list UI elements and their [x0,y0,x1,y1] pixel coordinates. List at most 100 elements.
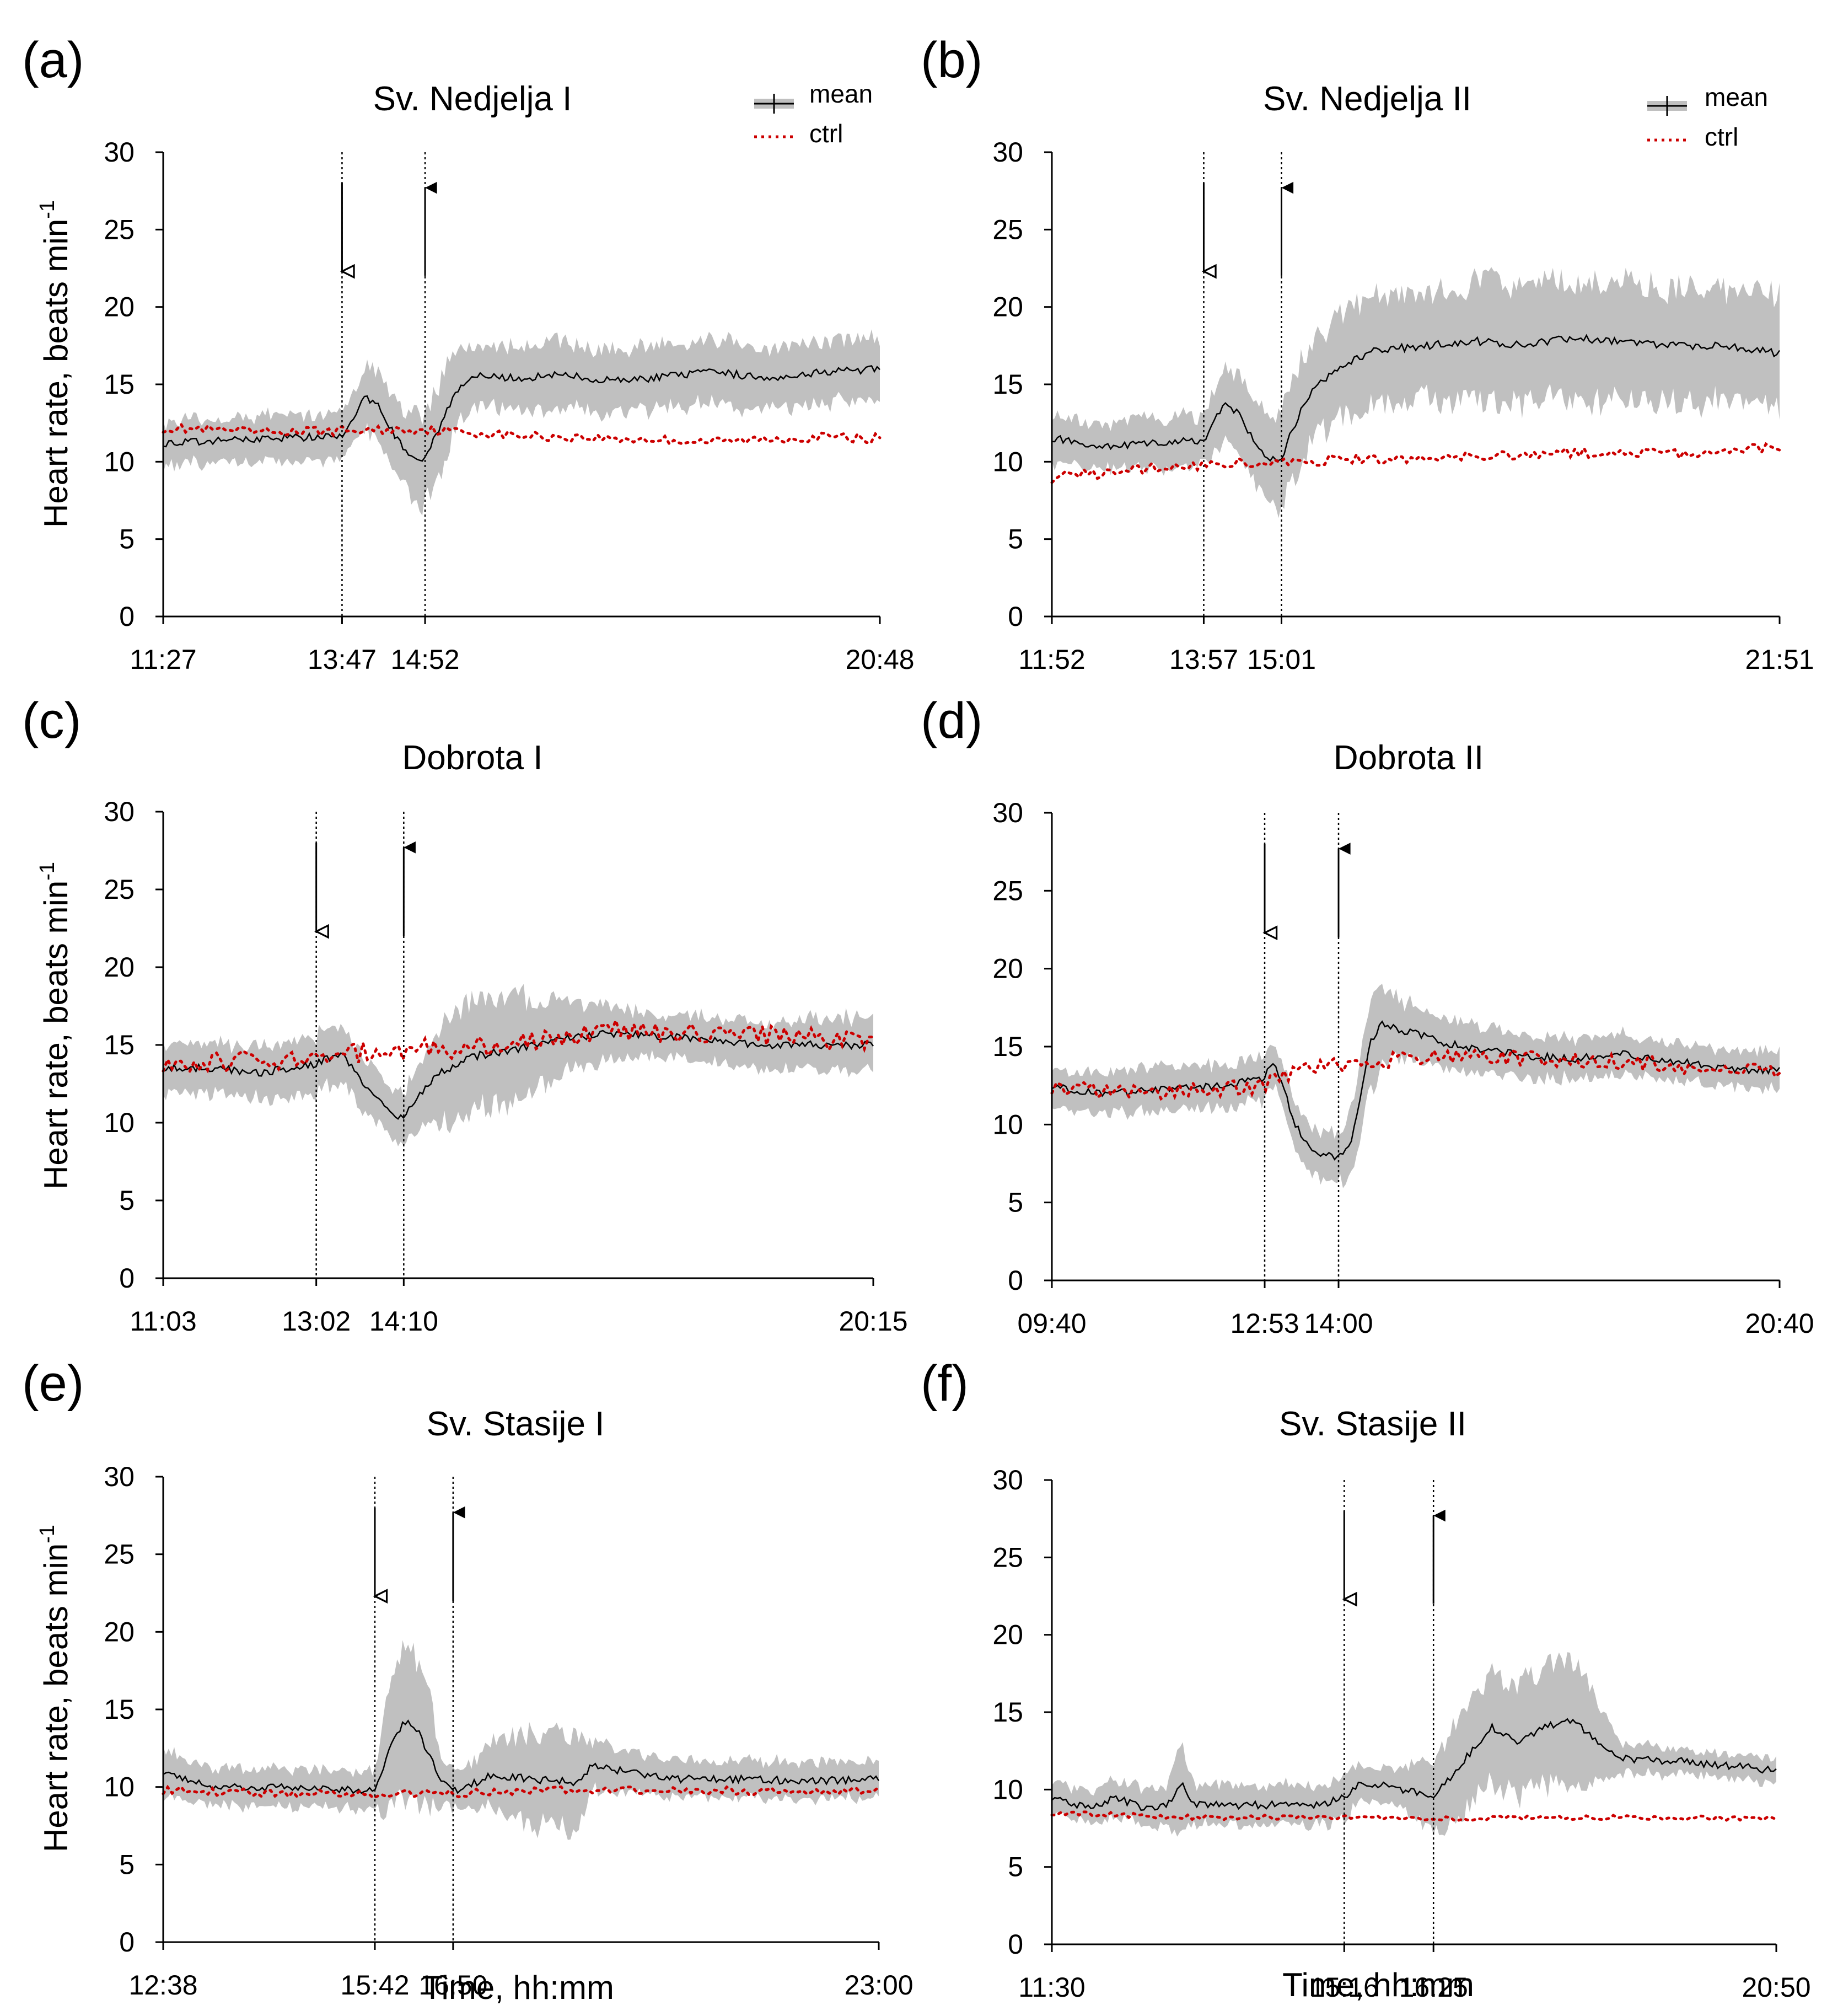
svg-text:Heart rate, beats min-1: Heart rate, beats min-1 [36,200,74,528]
y-tick-label: 0 [119,1263,135,1294]
ylabel-c: Heart rate, beats min-1 [36,862,74,1189]
legend-mean-label: mean [809,79,873,108]
x-tick-label: 16:25 [1399,1972,1468,2003]
ctrl-line [162,1016,875,1074]
y-tick-label: 10 [992,1774,1023,1805]
panel-b-plot: 0 5 10 15 20 25 30 11:52 13:57 15:01 21:51 [992,137,1814,675]
svg-text:Heart rate, beats min-1: Heart rate, beats min-1 [36,1525,74,1852]
xlabel-f: Time, hh:mm [1282,1966,1474,2003]
legend-mean-label: mean [1705,83,1768,111]
legend-b: mean ctrl [1647,83,1768,151]
panel-b-letter: (b) [921,32,982,88]
y-tick-label: 15 [104,1030,135,1060]
y-tick-label: 25 [104,214,135,245]
panel-d-plot: 0 5 10 15 20 25 30 09:40 12:53 14:00 20:40 [992,797,1814,1339]
y-tick-label: 30 [104,796,135,827]
y-tick-label: 15 [992,1031,1023,1062]
panel-c: (c) Dobrota I 0 5 10 15 20 25 30 11:03 13:02 14:1… [22,693,908,1337]
mean-sd-band [163,329,880,516]
y-tick-label: 10 [104,446,135,477]
x-tick-label: 21:51 [1745,644,1814,675]
xlabel-e: Time, hh:mm [422,1969,614,2006]
y-tick-label: 0 [1008,1265,1023,1296]
svg-text:Heart rate, beats min-1: Heart rate, beats min-1 [36,862,74,1189]
panel-b: (b) Sv. Nedjelja II 0 5 10 15 20 25 30 11:52 13:… [921,32,1814,675]
panel-e: (e) Sv. Stasije I 0 5 10 15 20 25 30 12:38 15:42… [22,1355,913,2001]
panel-b-title: Sv. Nedjelja II [1263,80,1471,118]
x-tick-label: 16:50 [418,1970,487,2001]
y-tick-label: 30 [992,137,1023,168]
y-tick-label: 5 [1008,1187,1023,1218]
legend-ctrl-label: ctrl [1705,122,1738,151]
panel-a-title: Sv. Nedjelja I [373,80,572,118]
x-tick-label: 09:40 [1017,1308,1086,1339]
panel-e-title: Sv. Stasije I [427,1405,605,1443]
ctrl-line [1050,1047,1781,1101]
y-tick-label: 15 [992,369,1023,400]
mean-line [163,365,880,462]
x-tick-label: 11:03 [130,1306,196,1337]
y-tick-label: 10 [992,446,1023,477]
legend-a: mean ctrl [754,79,873,148]
x-tick-label: 14:00 [1304,1308,1373,1339]
y-tick-label: 15 [104,1694,135,1725]
panel-e-letter: (e) [22,1355,84,1412]
panel-d-letter: (d) [921,693,982,749]
y-tick-label: 20 [104,952,135,983]
mean-sd-band [163,1640,879,1840]
y-tick-label: 5 [119,1849,135,1880]
y-tick-label: 20 [992,953,1023,984]
y-tick-label: 30 [992,1465,1023,1495]
x-tick-label: 13:57 [1169,644,1238,675]
y-tick-label: 20 [992,292,1023,323]
y-tick-label: 0 [1008,1929,1023,1960]
y-tick-label: 25 [104,874,135,905]
panel-d-title: Dobrota II [1334,739,1484,777]
panel-f-letter: (f) [921,1355,969,1412]
x-tick-label: 15:42 [340,1970,409,2001]
x-tick-label: 13:02 [282,1306,351,1337]
x-tick-label: 11:52 [1018,644,1085,675]
x-tick-label: 20:15 [839,1306,907,1337]
mean-line [1051,1718,1777,1811]
x-tick-label: 20:50 [1742,1972,1810,2003]
panel-e-plot: 0 5 10 15 20 25 30 12:38 15:42 16:50 23:00 [104,1461,913,2001]
y-tick-label: 30 [104,137,135,168]
y-tick-label: 20 [992,1620,1023,1650]
ctrl-line [1050,442,1781,484]
y-tick-label: 5 [1008,524,1023,555]
ylabel-a: Heart rate, beats min-1 [36,200,74,528]
mean-line [1051,1020,1780,1161]
panel-f-title: Sv. Stasije II [1279,1405,1466,1443]
y-tick-label: 0 [119,1927,135,1958]
x-tick-label: 20:40 [1745,1308,1814,1339]
y-tick-label: 0 [119,601,135,632]
mean-sd-band [1052,1652,1776,1837]
x-tick-label: 15:01 [1247,644,1316,675]
x-tick-label: 15:16 [1310,1972,1379,2003]
x-tick-label: 12:53 [1230,1308,1299,1339]
x-tick-label: 11:30 [1018,1972,1085,2003]
panel-f-plot: 0 5 10 15 20 25 30 11:30 15:16 16:25 20:50 [992,1465,1810,2003]
panel-f: (f) Sv. Stasije II 0 5 10 15 20 25 30 11:30 15:1… [921,1355,1811,2003]
y-tick-label: 15 [104,369,135,400]
y-tick-label: 30 [992,797,1023,828]
y-tick-label: 25 [992,214,1023,245]
x-tick-label: 14:10 [369,1306,438,1337]
panel-c-title: Dobrota I [402,739,542,777]
panel-c-letter: (c) [22,693,81,749]
x-tick-label: 13:47 [308,644,377,675]
panel-c-plot: 0 5 10 15 20 25 30 11:03 13:02 14:10 20:15 [104,796,907,1337]
y-tick-label: 20 [104,1616,135,1647]
mean-sd-band [163,984,873,1146]
mean-line [163,1030,874,1120]
ctrl-line [162,1784,880,1800]
x-tick-label: 20:48 [845,644,914,675]
x-tick-label: 12:38 [128,1970,197,2001]
y-tick-label: 25 [104,1539,135,1570]
panel-d: (d) Dobrota II 0 5 10 15 20 25 30 09:40 12:53 14:… [921,693,1814,1339]
y-tick-label: 0 [1008,601,1023,632]
ctrl-line [162,422,882,446]
panel-a-plot: 0 5 10 15 20 25 30 11:27 13:47 14:52 20:48 [104,137,914,675]
